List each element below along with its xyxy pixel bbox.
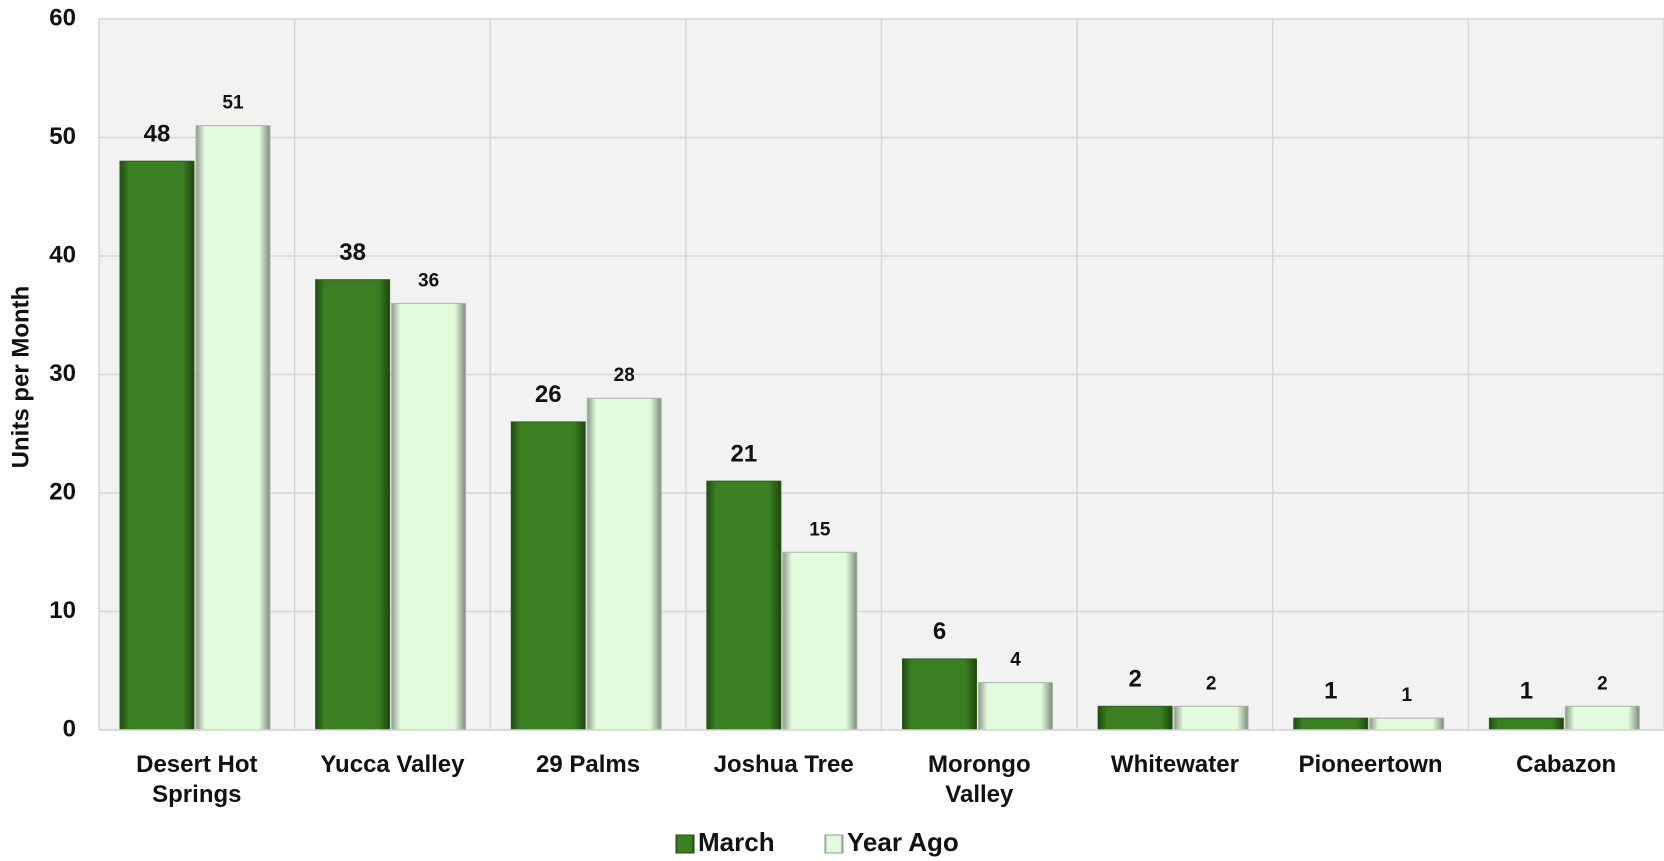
data-label: 15 bbox=[809, 519, 831, 540]
bar bbox=[978, 682, 1053, 731]
bar bbox=[119, 160, 195, 731]
y-axis-title: Units per Month bbox=[7, 286, 34, 469]
x-tick-label-line: Whitewater bbox=[1111, 751, 1239, 778]
y-tick-label: 40 bbox=[49, 241, 76, 268]
y-tick-label: 30 bbox=[49, 360, 76, 387]
x-tick-label: Whitewater bbox=[1111, 751, 1239, 778]
x-tick-label-line: Morongo bbox=[928, 751, 1031, 778]
x-tick-label-line: Springs bbox=[152, 781, 241, 808]
data-label: 1 bbox=[1520, 677, 1533, 704]
bar bbox=[315, 279, 391, 731]
data-label: 51 bbox=[222, 93, 244, 114]
y-tick-label: 60 bbox=[49, 4, 76, 31]
data-label: 4 bbox=[1010, 650, 1021, 671]
data-label: 2 bbox=[1597, 673, 1608, 694]
bar bbox=[902, 658, 977, 731]
x-tick-label-line: Yucca Valley bbox=[320, 751, 465, 778]
data-label: 36 bbox=[418, 270, 439, 291]
bar bbox=[391, 302, 467, 731]
y-tick-label: 50 bbox=[49, 123, 76, 150]
x-tick-label-line: Desert Hot bbox=[136, 751, 257, 778]
legend-label: Year Ago bbox=[847, 827, 959, 857]
x-tick-label: Desert Hot Springs bbox=[136, 751, 257, 808]
x-tick-label-line: Joshua Tree bbox=[714, 751, 854, 778]
data-label: 28 bbox=[614, 365, 635, 386]
x-tick-label: Morongo Valley bbox=[928, 751, 1031, 808]
bar bbox=[1488, 717, 1564, 731]
data-label: 1 bbox=[1324, 677, 1337, 704]
x-tick-label-line: Cabazon bbox=[1516, 751, 1616, 778]
bar bbox=[1564, 705, 1640, 731]
x-tick-label: Pioneertown bbox=[1299, 751, 1443, 778]
bar bbox=[706, 480, 782, 731]
x-tick-label: Cabazon bbox=[1516, 751, 1616, 778]
data-label: 6 bbox=[933, 618, 946, 645]
x-tick-label-line: Pioneertown bbox=[1299, 751, 1443, 778]
x-tick-label: 29 Palms bbox=[536, 751, 640, 778]
bar bbox=[1293, 717, 1369, 731]
bar bbox=[586, 397, 662, 731]
bar bbox=[510, 421, 586, 731]
y-tick-label: 20 bbox=[49, 478, 76, 505]
data-label: 1 bbox=[1401, 685, 1412, 706]
bar bbox=[195, 125, 271, 731]
x-tick-label: Joshua Tree bbox=[714, 751, 854, 778]
legend-swatch bbox=[824, 834, 844, 854]
data-label: 2 bbox=[1206, 673, 1217, 694]
data-label: 21 bbox=[731, 440, 758, 467]
bar bbox=[1097, 705, 1173, 731]
bar bbox=[1173, 705, 1249, 731]
x-tick-label: Yucca Valley bbox=[320, 751, 465, 778]
legend-swatch bbox=[675, 834, 695, 854]
legend-label: March bbox=[698, 827, 775, 857]
bar bbox=[1369, 717, 1445, 731]
data-label: 38 bbox=[339, 239, 366, 266]
bar bbox=[782, 551, 858, 731]
data-label: 48 bbox=[144, 121, 171, 148]
data-label: 2 bbox=[1128, 666, 1141, 693]
y-tick-label: 0 bbox=[63, 715, 76, 742]
y-tick-label: 10 bbox=[49, 597, 76, 624]
x-tick-label-line: 29 Palms bbox=[536, 751, 640, 778]
x-tick-label-line: Valley bbox=[945, 781, 1014, 808]
data-label: 26 bbox=[535, 381, 562, 408]
